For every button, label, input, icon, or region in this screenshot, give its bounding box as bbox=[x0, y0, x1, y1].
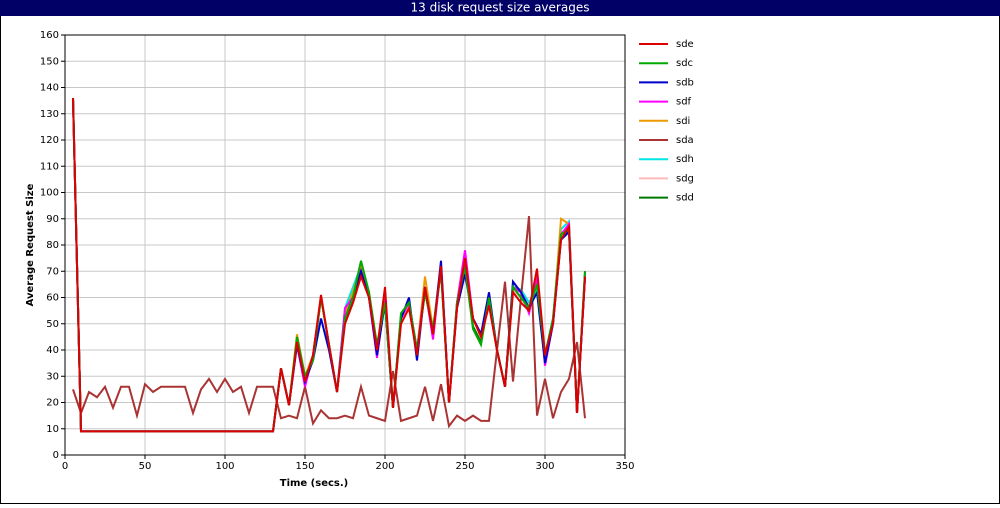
legend-label: sde bbox=[676, 39, 694, 50]
x-tick-label: 250 bbox=[455, 461, 474, 472]
x-tick-label: 200 bbox=[375, 461, 394, 472]
y-tick-label: 120 bbox=[40, 135, 59, 146]
y-tick-label: 40 bbox=[46, 345, 59, 356]
x-axis-label: Time (secs.) bbox=[280, 478, 349, 489]
y-tick-label: 90 bbox=[46, 214, 59, 225]
series-line bbox=[72, 216, 586, 429]
x-tick-label: 350 bbox=[615, 461, 634, 472]
x-tick-label: 0 bbox=[62, 461, 68, 472]
legend-label: sdi bbox=[676, 116, 690, 127]
y-tick-label: 100 bbox=[40, 188, 59, 199]
y-tick-label: 110 bbox=[40, 161, 59, 172]
legend-label: sdg bbox=[676, 173, 694, 184]
legend-label: sdd bbox=[676, 193, 694, 204]
legend-label: sdh bbox=[676, 154, 694, 165]
x-tick-label: 50 bbox=[139, 461, 152, 472]
y-tick-label: 160 bbox=[40, 30, 59, 41]
y-tick-label: 130 bbox=[40, 109, 59, 120]
y-tick-label: 140 bbox=[40, 83, 59, 94]
y-tick-label: 50 bbox=[46, 319, 59, 330]
plot-area bbox=[64, 34, 626, 456]
legend-label: sdf bbox=[676, 97, 692, 108]
series-line bbox=[72, 97, 586, 433]
legend-label: sdc bbox=[676, 58, 693, 69]
x-tick-label: 100 bbox=[215, 461, 234, 472]
y-axis-label: Average Request Size bbox=[25, 183, 36, 306]
y-tick-label: 10 bbox=[46, 424, 59, 435]
y-tick-label: 30 bbox=[46, 371, 59, 382]
legend-label: sda bbox=[676, 135, 694, 146]
x-tick-label: 150 bbox=[295, 461, 314, 472]
y-tick-label: 150 bbox=[40, 56, 59, 67]
y-tick-label: 0 bbox=[53, 450, 59, 461]
chart-title: 13 disk request size averages bbox=[411, 1, 590, 15]
legend-label: sdb bbox=[676, 77, 694, 88]
x-tick-label: 300 bbox=[535, 461, 554, 472]
y-tick-label: 70 bbox=[46, 266, 59, 277]
title-bar bbox=[0, 0, 1000, 16]
y-tick-label: 60 bbox=[46, 293, 59, 304]
y-tick-label: 20 bbox=[46, 398, 59, 409]
y-tick-label: 80 bbox=[46, 240, 59, 251]
